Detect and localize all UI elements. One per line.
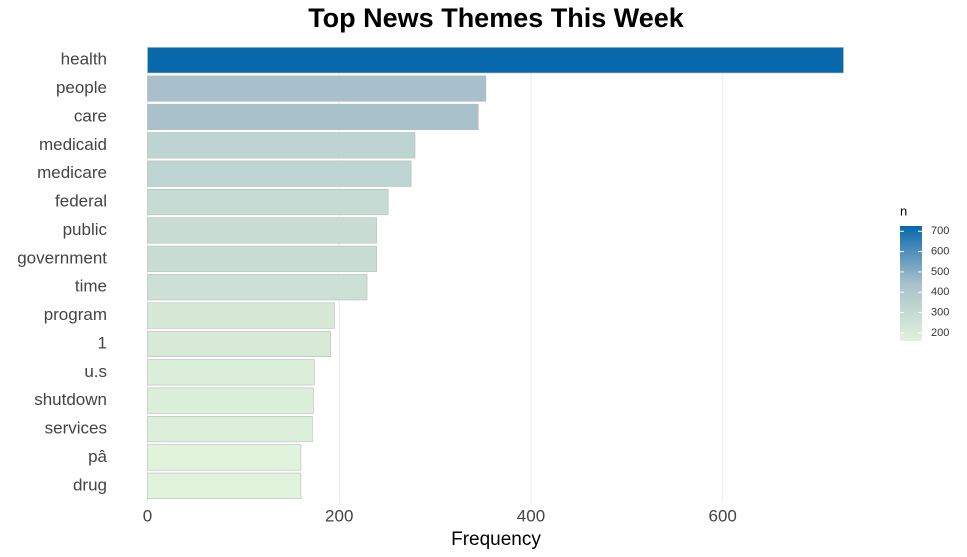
x-tick-label: 600 [709,506,737,525]
legend-colorbar [900,226,922,341]
bar [147,245,377,272]
y-tick-label: program [44,305,107,324]
y-tick-label: drug [73,475,107,494]
x-tick-label: 200 [325,506,353,525]
y-tick-label: 1 [98,333,107,352]
legend-tick-label: 300 [931,306,949,318]
legend-title: n [900,203,907,218]
legend-tick-label: 700 [931,225,949,237]
x-axis-title: Frequency [451,529,541,550]
bar [147,274,368,301]
y-tick-label: u.s [84,362,107,381]
bar [147,359,315,386]
bar [147,217,377,244]
bar [147,415,313,443]
y-tick-label: government [17,248,107,267]
x-tick-label: 0 [143,506,152,525]
bar [147,444,302,471]
y-tick-label: people [56,78,107,97]
legend-tick-label: 500 [931,266,949,278]
legend-tick-label: 400 [931,286,949,298]
bar [147,47,844,74]
y-tick-label: medicaid [39,135,107,154]
bar [147,160,412,187]
bar [147,387,314,414]
chart-title: Top News Themes This Week [308,3,685,33]
bar [147,132,416,159]
legend-tick-label: 600 [931,246,949,258]
x-tick-label: 400 [517,506,545,525]
y-tick-label: shutdown [34,390,107,409]
bar [147,302,335,329]
legend-tick-label: 200 [931,327,949,339]
y-tick-label: care [74,106,107,125]
y-tick-label: federal [55,192,107,211]
y-tick-label: public [63,220,108,239]
y-tick-label: services [45,419,107,438]
bar [147,75,487,102]
y-tick-label: health [61,50,107,69]
y-tick-label: pâ [88,447,107,466]
y-tick-label: medicare [37,163,107,182]
bar [147,103,479,131]
bar [147,472,302,499]
bar [147,188,389,216]
y-tick-label: time [75,277,107,296]
bar [147,330,331,358]
